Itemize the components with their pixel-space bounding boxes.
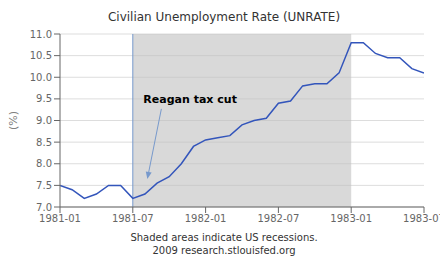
svg-text:1982-01: 1982-01 bbox=[185, 213, 227, 224]
svg-text:1983-07: 1983-07 bbox=[403, 213, 440, 224]
svg-text:(%): (%) bbox=[8, 111, 20, 130]
html-text:Civilian Unemployment Rate (UN: Civilian Unemployment Rate (UNRATE) bbox=[107, 10, 341, 24]
svg-text:11.0: 11.0 bbox=[30, 29, 52, 40]
svg-text:10.0: 10.0 bbox=[30, 72, 52, 83]
svg-text:8.0: 8.0 bbox=[36, 158, 52, 169]
svg-text:9.0: 9.0 bbox=[36, 115, 52, 126]
html-text:2009 research.stlouisfed.org: 2009 research.stlouisfed.org bbox=[152, 245, 296, 256]
svg-text:1982-07: 1982-07 bbox=[258, 213, 300, 224]
svg-text:1983-01: 1983-01 bbox=[330, 213, 372, 224]
html-text:Shaded areas indicate US reces: Shaded areas indicate US recessions. bbox=[130, 232, 318, 243]
svg-text:1981-07: 1981-07 bbox=[112, 213, 154, 224]
svg-text:7.5: 7.5 bbox=[36, 180, 52, 191]
svg-text:10.5: 10.5 bbox=[30, 50, 52, 61]
svg-text:9.5: 9.5 bbox=[36, 93, 52, 104]
svg-text:1981-01: 1981-01 bbox=[39, 213, 81, 224]
svg-text:8.5: 8.5 bbox=[36, 137, 52, 148]
svg-text:Reagan tax cut: Reagan tax cut bbox=[143, 93, 237, 106]
svg-text:7.0: 7.0 bbox=[36, 202, 52, 213]
